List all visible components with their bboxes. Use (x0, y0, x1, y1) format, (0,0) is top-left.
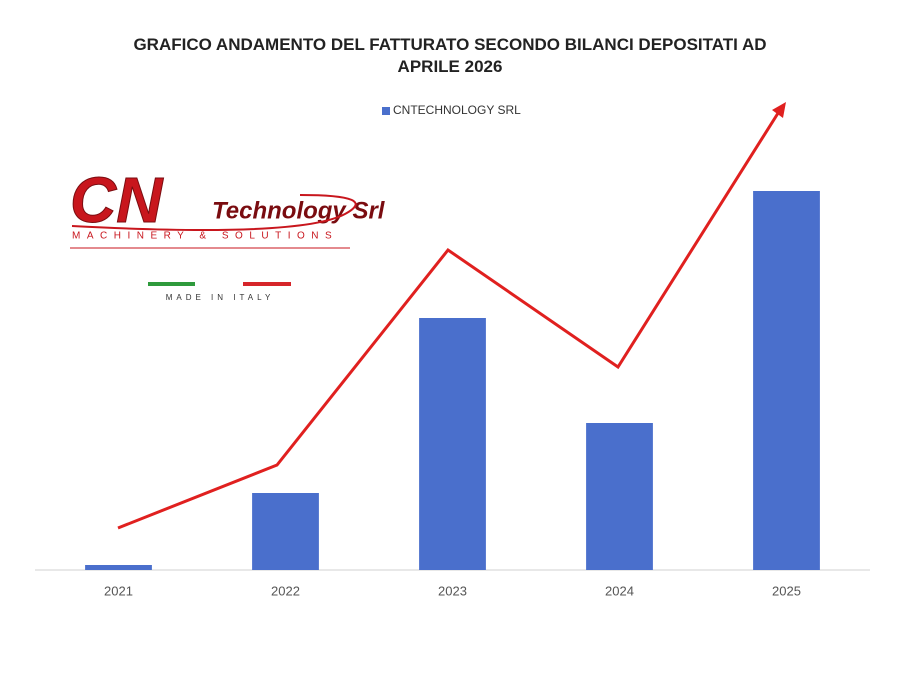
legend-label: CNTECHNOLOGY SRL (393, 103, 521, 117)
x-tick-label: 2025 (772, 583, 801, 598)
trend-arrow (117, 109, 782, 530)
chart-title: GRAFICO ANDAMENTO DEL FATTURATO SECONDO … (133, 35, 767, 76)
x-tick-label: 2022 (271, 583, 300, 598)
bar (85, 565, 152, 570)
logo-name: Technology Srl (212, 197, 386, 224)
arrow-head (772, 102, 786, 118)
logo-tagline: MACHINERY & SOLUTIONS (72, 231, 338, 242)
bar (753, 191, 820, 570)
x-tick-label: 2021 (104, 583, 133, 598)
bar (586, 423, 653, 570)
logo-swoosh (71, 194, 357, 231)
legend-swatch (382, 107, 390, 115)
x-tick-label: 2024 (605, 583, 634, 598)
logo-origin: MADE IN ITALY (166, 293, 275, 302)
bar (419, 318, 486, 570)
logo-mark: CN (70, 164, 164, 236)
x-tick-label: 2023 (438, 583, 467, 598)
logo: CN Technology Srl MACHINERY & SOLUTIONS … (70, 163, 386, 302)
bar (252, 493, 319, 570)
